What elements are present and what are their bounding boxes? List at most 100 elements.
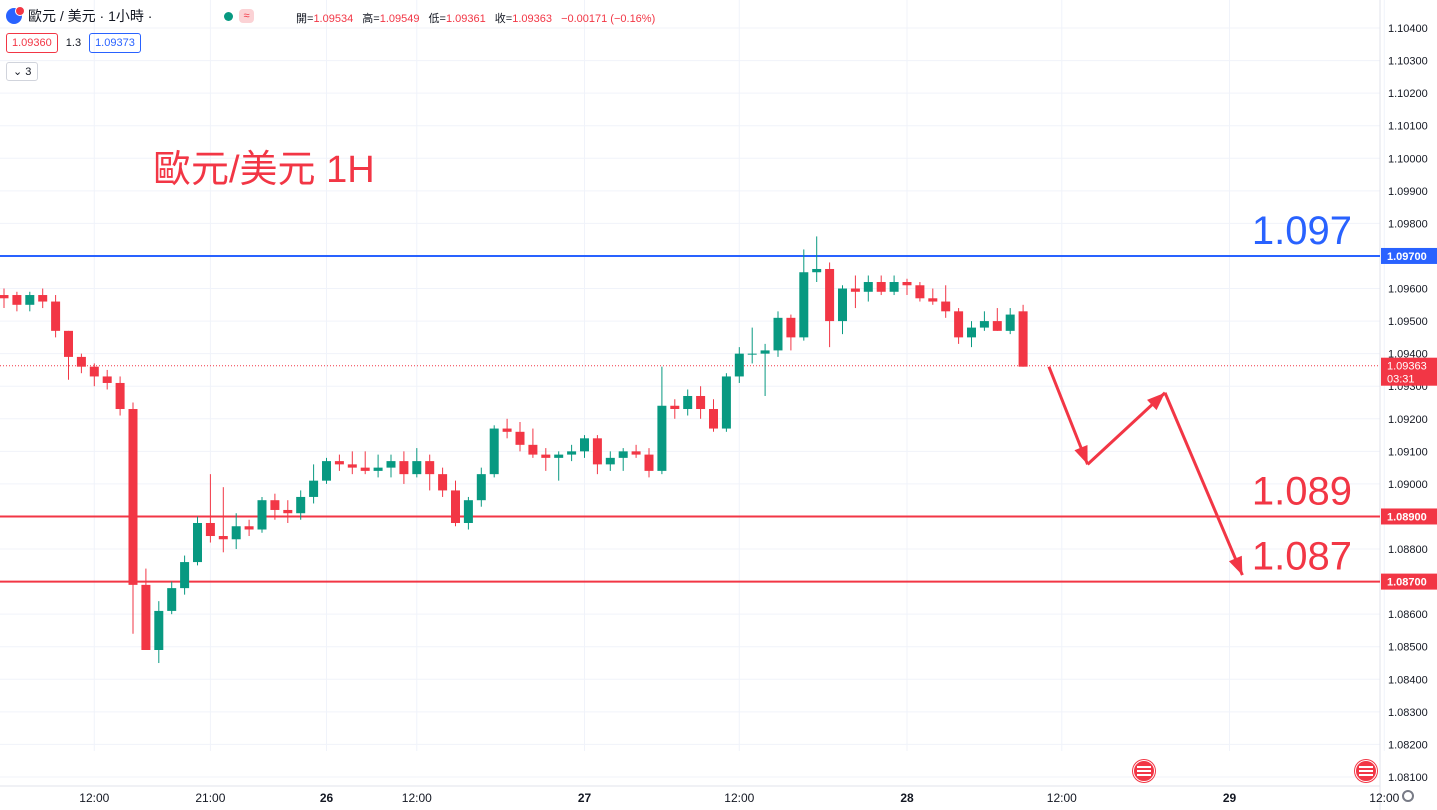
candle-body[interactable]	[347, 464, 357, 468]
candle-body[interactable]	[334, 461, 344, 465]
candle-body[interactable]	[205, 522, 215, 537]
candle-body[interactable]	[502, 428, 512, 432]
last-price-tag	[1381, 357, 1437, 386]
candle-body[interactable]	[528, 444, 538, 455]
candle-body[interactable]	[399, 461, 409, 475]
candle-body[interactable]	[373, 467, 383, 471]
candle-body[interactable]	[231, 526, 241, 540]
us-flag-event-icon[interactable]	[1355, 760, 1377, 782]
candle-body[interactable]	[967, 327, 976, 338]
candle-body[interactable]	[141, 584, 151, 650]
candle-body[interactable]	[721, 376, 731, 429]
candle-body[interactable]	[541, 454, 551, 458]
candle-body[interactable]	[592, 438, 602, 465]
candle-body[interactable]	[296, 496, 306, 514]
candle-body[interactable]	[115, 382, 125, 410]
candle-body[interactable]	[657, 405, 667, 471]
price-tick-label: 1.08500	[1388, 642, 1428, 654]
us-flag-event-icon[interactable]	[1133, 760, 1155, 782]
candle-body[interactable]	[1018, 311, 1028, 367]
candle-body[interactable]	[451, 490, 460, 523]
candle-body[interactable]	[76, 356, 86, 367]
candle-body[interactable]	[992, 321, 1002, 331]
candle-body[interactable]	[1005, 314, 1015, 331]
candle-body[interactable]	[386, 461, 396, 468]
candle-body[interactable]	[825, 268, 835, 322]
candle-body[interactable]	[218, 536, 228, 540]
candle-body[interactable]	[618, 451, 628, 458]
candle-body[interactable]	[309, 480, 319, 497]
candle-body[interactable]	[64, 330, 73, 357]
candle-body[interactable]	[51, 301, 61, 331]
candle-body[interactable]	[283, 509, 293, 514]
candle-body[interactable]	[979, 321, 989, 328]
candle-body[interactable]	[154, 610, 164, 650]
candle-body[interactable]	[850, 288, 860, 292]
candle-body[interactable]	[954, 311, 964, 338]
candle-body[interactable]	[941, 301, 951, 312]
candle-body[interactable]	[425, 461, 435, 475]
arrowhead-icon	[1147, 392, 1165, 411]
candle-body[interactable]	[128, 409, 138, 585]
candle-body[interactable]	[244, 526, 254, 530]
candle-body[interactable]	[412, 461, 422, 475]
level-label: 1.097	[1252, 209, 1352, 253]
symbol-header[interactable]: 歐元 / 美元 · 1小時 · ≈	[6, 6, 254, 26]
candle-body[interactable]	[915, 285, 925, 299]
candle-body[interactable]	[463, 500, 473, 523]
candle-body[interactable]	[709, 409, 718, 429]
candle-body[interactable]	[438, 474, 448, 491]
candle-body[interactable]	[580, 438, 589, 452]
candle-body[interactable]	[476, 474, 486, 501]
candle-body[interactable]	[89, 366, 99, 377]
time-tick-label: 29	[1223, 791, 1237, 805]
candle-body[interactable]	[322, 461, 331, 481]
candle-body[interactable]	[670, 405, 680, 410]
price-tick-label: 1.09800	[1388, 218, 1428, 230]
candle-body[interactable]	[360, 467, 370, 471]
candle-body[interactable]	[696, 395, 706, 410]
candle-body[interactable]	[567, 451, 577, 455]
candle-body[interactable]	[838, 288, 847, 322]
approx-badge[interactable]: ≈	[239, 9, 254, 23]
candle-body[interactable]	[180, 562, 190, 589]
candle-body[interactable]	[747, 353, 757, 355]
candle-body[interactable]	[270, 500, 280, 510]
candle-body[interactable]	[12, 295, 22, 305]
candle-body[interactable]	[902, 282, 912, 286]
buy-price-button[interactable]: 1.09373	[89, 33, 141, 53]
candle-body[interactable]	[554, 454, 564, 458]
candle-body[interactable]	[631, 451, 641, 455]
candle-body[interactable]	[0, 295, 9, 299]
sell-price-button[interactable]: 1.09360	[6, 33, 58, 53]
candle-body[interactable]	[644, 454, 654, 471]
symbol-title[interactable]: 歐元 / 美元 · 1小時 ·	[28, 8, 153, 24]
indicators-toggle[interactable]: ⌄ 3	[6, 62, 39, 81]
candle-body[interactable]	[734, 353, 744, 377]
candle-body[interactable]	[863, 282, 873, 292]
price-tick-label: 1.09900	[1388, 186, 1428, 198]
candle-body[interactable]	[25, 295, 35, 305]
candle-body[interactable]	[38, 295, 48, 302]
candle-body[interactable]	[102, 376, 112, 383]
candle-body[interactable]	[928, 298, 938, 302]
high-value: 1.09549	[379, 13, 420, 25]
candle-body[interactable]	[786, 317, 796, 338]
price-tick-label: 1.08400	[1388, 674, 1428, 686]
candle-body[interactable]	[489, 428, 499, 475]
forecast-arrow[interactable]	[1163, 392, 1244, 576]
candle-body[interactable]	[799, 272, 809, 338]
candle-body[interactable]	[605, 457, 615, 465]
gear-icon[interactable]	[1402, 790, 1414, 802]
candle-body[interactable]	[812, 268, 822, 273]
candle-body[interactable]	[515, 431, 525, 445]
candle-body[interactable]	[257, 500, 267, 530]
candle-body[interactable]	[167, 588, 177, 611]
candle-body[interactable]	[889, 282, 899, 292]
candle-body[interactable]	[683, 395, 693, 410]
candle-body[interactable]	[876, 282, 886, 292]
candle-body[interactable]	[760, 350, 770, 354]
candle-body[interactable]	[773, 317, 783, 351]
candle-body[interactable]	[193, 522, 202, 563]
